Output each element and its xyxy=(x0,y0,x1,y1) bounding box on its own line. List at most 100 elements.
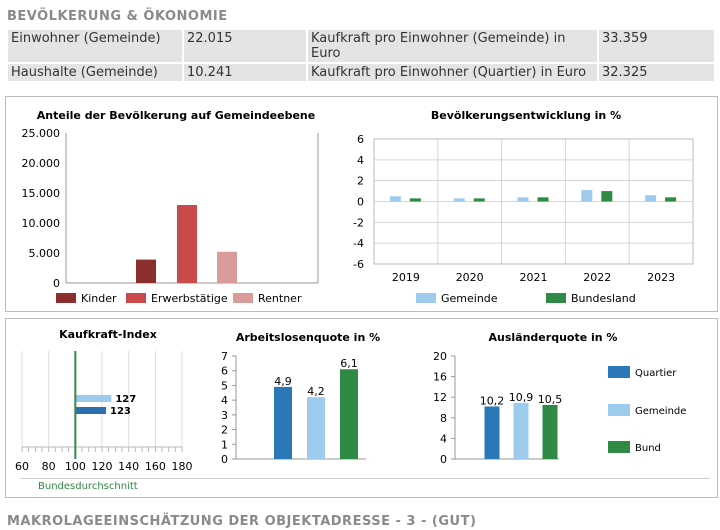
bar xyxy=(537,197,549,202)
y-tick-label: 6 xyxy=(357,133,364,146)
legend-swatch xyxy=(233,293,253,303)
y-tick-label: 0 xyxy=(53,277,60,290)
y-tick-label: 20 xyxy=(433,350,447,363)
bar xyxy=(513,402,529,459)
legend-label: Rentner xyxy=(258,292,302,305)
y-tick-label: 0 xyxy=(357,196,364,209)
bar xyxy=(75,395,112,402)
y-tick-label: 7 xyxy=(221,350,228,363)
y-tick-label: 5 xyxy=(221,379,228,392)
legend-swatch xyxy=(56,293,76,303)
population-development-chart: Bevölkerungsentwicklung in % 6 4 2 0 -2 -4 -6 20… xyxy=(353,109,694,305)
chart-title: Ausländerquote in % xyxy=(489,331,618,344)
bar xyxy=(453,198,465,202)
chart-title: Bevölkerungsentwicklung in % xyxy=(431,109,621,122)
x-tick-label: 2023 xyxy=(647,271,675,284)
legend-swatch xyxy=(546,293,566,303)
y-tick-label: 2 xyxy=(357,175,364,188)
bar xyxy=(484,406,500,459)
x-tick-label: 60 xyxy=(15,460,29,473)
bar xyxy=(340,369,358,459)
table-row: Einwohner (Gemeinde) 22.015 Kaufkraft pr… xyxy=(6,28,716,64)
x-tick-label: 120 xyxy=(92,460,113,473)
chart-panel-bottom: Kaufkraft-Index 60 80 100 120 140 160 180 127 123… xyxy=(5,318,718,498)
y-tick-label: 1 xyxy=(221,438,228,451)
bar xyxy=(473,198,485,202)
y-tick-label: 12 xyxy=(433,391,447,404)
facts-table: Einwohner (Gemeinde) 22.015 Kaufkraft pr… xyxy=(6,28,716,83)
legend-swatch xyxy=(416,293,436,303)
bar xyxy=(517,197,529,202)
population-share-chart: Anteile der Bevölkerung auf Gemeindeeben… xyxy=(22,109,319,305)
y-tick-label: 0 xyxy=(221,453,228,466)
legend-label: Bund xyxy=(635,443,661,454)
bar-value-label: 4,9 xyxy=(274,375,292,388)
legend-label: Bundesland xyxy=(571,292,636,305)
bar xyxy=(665,197,677,202)
legend-label: Kinder xyxy=(81,292,117,305)
x-tick-label: 180 xyxy=(172,460,193,473)
bar-value-label: 6,1 xyxy=(340,357,358,370)
bar xyxy=(581,190,593,202)
x-tick-label: 160 xyxy=(145,460,166,473)
bar xyxy=(136,259,156,283)
x-tick-label: 2021 xyxy=(520,271,548,284)
y-tick-label: 4 xyxy=(440,432,447,445)
legend-label: Gemeinde xyxy=(441,292,498,305)
fact-value: 32.325 xyxy=(597,62,716,83)
bar xyxy=(542,404,558,459)
fact-label: Einwohner (Gemeinde) xyxy=(6,28,184,64)
y-tick-label: -2 xyxy=(353,216,364,229)
chart-panel-top: Anteile der Bevölkerung auf Gemeindeeben… xyxy=(5,96,718,312)
chart-title: Arbeitslosenquote in % xyxy=(236,331,380,344)
footer-title: MAKROLAGEEINSCHÄTZUNG DER OBJEKTADRESSE … xyxy=(7,514,477,529)
bar xyxy=(601,191,613,202)
legend-swatch xyxy=(126,293,146,303)
x-tick-label: 2020 xyxy=(456,271,484,284)
bar xyxy=(645,195,657,202)
fact-label: Haushalte (Gemeinde) xyxy=(6,62,184,83)
legend-swatch xyxy=(608,404,630,416)
bar xyxy=(409,198,421,202)
y-tick-label: 16 xyxy=(433,371,447,384)
bar xyxy=(307,397,325,459)
legend-label: Gemeinde xyxy=(635,406,686,417)
y-tick-label: 10.000 xyxy=(22,217,61,230)
y-tick-label: 4 xyxy=(357,154,364,167)
y-tick-label: 25.000 xyxy=(22,127,61,140)
bundesdurchschnitt-label: Bundesdurchschnitt xyxy=(38,481,138,492)
x-tick-label: 140 xyxy=(118,460,139,473)
y-tick-label: 4 xyxy=(221,394,228,407)
x-tick-label: 80 xyxy=(42,460,56,473)
bar-value-label: 4,2 xyxy=(307,385,325,398)
legend-label: Quartier xyxy=(635,368,677,379)
y-tick-label: 2 xyxy=(221,424,228,437)
fact-label: Kaufkraft pro Einwohner (Quartier) in Eu… xyxy=(306,62,599,83)
fact-value: 10.241 xyxy=(182,62,308,83)
bar xyxy=(274,386,292,459)
bar-value-label: 127 xyxy=(115,394,136,405)
y-tick-label: 15.000 xyxy=(22,187,61,200)
section-title: BEVÖLKERUNG & ÖKONOMIE xyxy=(7,9,228,24)
fact-value: 33.359 xyxy=(597,28,716,64)
chart-title: Anteile der Bevölkerung auf Gemeindeeben… xyxy=(37,109,315,122)
bar-value-label: 10,9 xyxy=(509,391,534,404)
y-tick-label: 0 xyxy=(440,453,447,466)
legend-label: Erwerbstätige xyxy=(151,292,228,305)
y-tick-label: 5.000 xyxy=(29,247,61,260)
bar xyxy=(217,251,237,283)
foreigner-rate-chart: Ausländerquote in % 20 16 12 8 4 0 10,2 10,9 10,5… xyxy=(433,331,686,466)
fact-label: Kaufkraft pro Einwohner (Gemeinde) in Eu… xyxy=(306,28,599,64)
bar-value-label: 10,2 xyxy=(480,394,505,407)
x-tick-label: 2022 xyxy=(583,271,611,284)
y-tick-label: 8 xyxy=(440,412,447,425)
bar-value-label: 10,5 xyxy=(538,393,563,406)
chart-title: Kaufkraft-Index xyxy=(59,328,157,341)
divider xyxy=(20,478,710,479)
table-row: Haushalte (Gemeinde) 10.241 Kaufkraft pr… xyxy=(6,62,716,83)
plot-border xyxy=(373,138,694,265)
y-tick-label: -6 xyxy=(353,258,364,271)
fact-value: 22.015 xyxy=(182,28,308,64)
